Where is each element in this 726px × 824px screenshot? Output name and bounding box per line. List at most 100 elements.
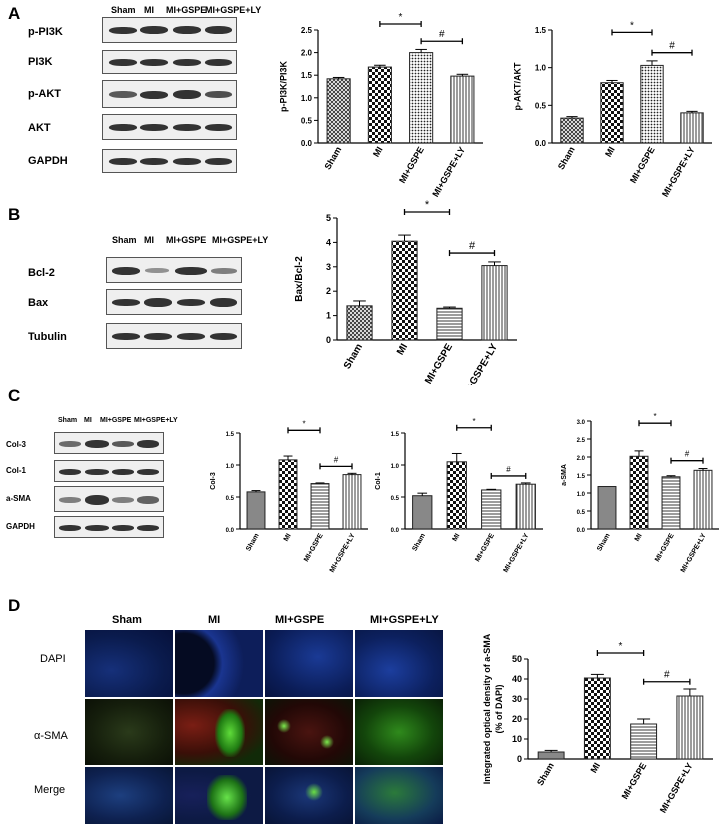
- x-tick-label: MI+GSPE: [303, 532, 325, 563]
- lane-label: MI: [84, 417, 92, 424]
- significance-label: #: [334, 455, 339, 464]
- micrograph-merge-mi: [175, 767, 263, 824]
- blot-label: GAPDH: [28, 155, 68, 167]
- panel-letter-c: C: [8, 386, 21, 405]
- y-tick-label: 1.5: [301, 71, 313, 80]
- blot-label: p-PI3K: [28, 26, 63, 38]
- significance-label: *: [472, 417, 475, 426]
- y-tick-label: 1.5: [391, 432, 400, 438]
- blot-label: Col-3: [6, 440, 26, 449]
- bar: [680, 112, 704, 144]
- significance-label: *: [399, 12, 403, 23]
- bar: [537, 751, 565, 760]
- lane-label: MI: [144, 5, 154, 15]
- bar: [481, 265, 508, 341]
- bar: [560, 117, 584, 144]
- blot-image: [102, 114, 237, 140]
- lane-label: MI+GSPE+LY: [212, 235, 269, 245]
- micrograph-sma-sham: [85, 699, 173, 765]
- x-tick-label: Sham: [322, 145, 343, 171]
- y-tick-label: 0.5: [301, 116, 313, 125]
- bar: [583, 677, 611, 760]
- blot-image: [54, 516, 164, 538]
- bar: [693, 469, 713, 530]
- micrograph-sma-gspe-ly: [355, 699, 443, 765]
- bar: [278, 459, 298, 530]
- panel-b-blots: Sham MI MI+GSPE MI+GSPE+LY Bcl-2 Bax Tub…: [0, 225, 268, 355]
- y-tick-label: 1.0: [577, 492, 586, 498]
- bar: [450, 75, 475, 144]
- x-tick-label: MI+GSPE: [628, 145, 657, 185]
- x-tick-label: Sham: [556, 145, 577, 171]
- chart-p-akt: 0.0 0.5 1.0 1.5 p-AKT/AKT Sham MI MI+GSPE MI+GSP…: [512, 20, 712, 199]
- chart-ios-a-sma: 0 10 20 30 40 50 Integrated optical density of…: [482, 633, 713, 815]
- panel-d-micrographs: Sham MI MI+GSPE MI+GSPE+LY DAPI α-SMA Me…: [0, 610, 460, 824]
- x-tick-label: MI+GSPE+LY: [680, 532, 708, 574]
- column-label: MI+GSPE+LY: [370, 614, 439, 626]
- blot-image: [102, 50, 237, 74]
- y-tick-label: 10: [512, 734, 522, 744]
- micrograph-merge-gspe: [265, 767, 353, 824]
- panel-letter-a: A: [8, 4, 21, 23]
- bar: [515, 483, 536, 530]
- blot-label: Tubulin: [28, 331, 67, 343]
- y-tick-label: 1.5: [535, 26, 547, 35]
- x-tick-label: MI+GSPE+LY: [329, 532, 357, 574]
- row-label: Merge: [34, 784, 66, 796]
- y-tick-label: 0: [517, 754, 522, 764]
- x-tick-label: Sham: [342, 342, 365, 371]
- bar: [436, 307, 463, 341]
- x-tick-label: MI: [588, 761, 602, 775]
- blot-image: [54, 432, 164, 454]
- y-axis-label: a-SMA: [561, 464, 568, 486]
- y-tick-label: 30: [512, 694, 522, 704]
- blot-image: [102, 149, 237, 173]
- x-tick-label: MI+GSPE: [423, 342, 455, 385]
- significance-label: #: [469, 240, 476, 252]
- y-axis-label: Col-3: [210, 472, 217, 490]
- y-tick-label: 40: [512, 674, 522, 684]
- blot-image: [54, 460, 164, 482]
- lane-label: MI+GSPE+LY: [205, 5, 262, 15]
- x-tick-label: Sham: [411, 533, 427, 553]
- blot-label: Col-1: [6, 466, 26, 475]
- chart-col3: 0.0 0.5 1.0 1.5 Col-3 Sham MI MI+GSPE MI+GSPE+LY…: [210, 419, 368, 574]
- bar: [630, 723, 658, 760]
- row-label: DAPI: [40, 653, 66, 665]
- y-tick-label: 1.0: [226, 464, 235, 470]
- lane-label: Sham: [111, 5, 136, 15]
- y-tick-label: 1.5: [577, 474, 586, 480]
- bar: [409, 52, 434, 144]
- significance-label: #: [669, 41, 675, 52]
- y-tick-label: 0.5: [535, 101, 547, 110]
- x-tick-label: Sham: [535, 761, 556, 787]
- bar: [412, 495, 433, 530]
- bar: [629, 455, 649, 530]
- y-axis-label: Bax/Bcl-2: [294, 256, 305, 302]
- x-tick-label: Sham: [596, 533, 612, 553]
- y-tick-label: 5: [326, 213, 331, 223]
- bar: [640, 64, 664, 144]
- bar: [342, 474, 362, 530]
- y-tick-label: 2.0: [577, 456, 586, 462]
- micrograph-dapi-mi: [175, 630, 263, 697]
- x-tick-label: MI: [634, 532, 644, 542]
- blot-image: [102, 80, 237, 108]
- y-tick-label: 0.5: [577, 510, 586, 516]
- y-tick-label: 0.5: [226, 496, 235, 502]
- bar: [676, 695, 704, 760]
- x-tick-label: MI: [283, 532, 293, 542]
- column-label: MI: [208, 614, 221, 626]
- panel-a-blots: Sham MI MI+GSPE MI+GSPE+LY p-PI3K PI3K p…: [0, 0, 261, 190]
- y-tick-label: 0.0: [577, 528, 586, 534]
- blot-label: Bcl-2: [28, 267, 55, 279]
- y-tick-label: 0.5: [391, 496, 400, 502]
- lane-label: MI+GSPE: [166, 5, 207, 15]
- lane-label: Sham: [112, 235, 137, 245]
- panel-c-blots: Sham MI MI+GSPE MI+GSPE+LY Col-3 Col-1 a…: [0, 410, 200, 570]
- y-tick-label: 1.0: [391, 464, 400, 470]
- x-tick-label: MI+GSPE+LY: [459, 342, 500, 385]
- x-tick-label: MI: [452, 532, 462, 542]
- y-tick-label: 3: [326, 262, 331, 272]
- y-tick-label: 2: [326, 286, 331, 296]
